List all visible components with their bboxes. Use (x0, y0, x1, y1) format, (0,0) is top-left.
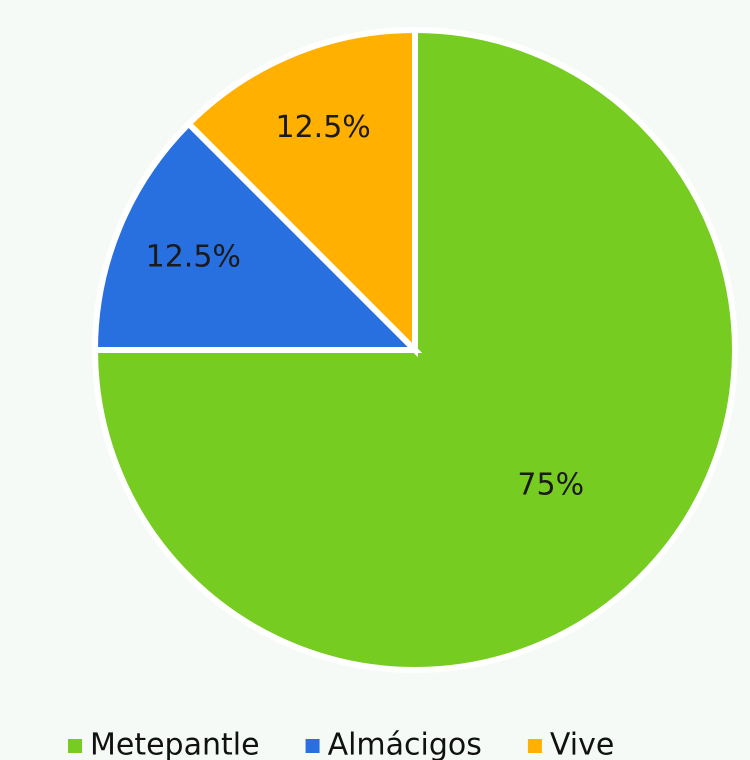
legend-marker (528, 739, 542, 753)
legend-marker (68, 739, 82, 753)
chart: 75% 12.5% 12.5% Metepantle Almácigos Vive (0, 0, 750, 760)
legend-label: Metepantle (90, 728, 260, 760)
data-label: 12.5% (146, 240, 241, 275)
data-label: 12.5% (275, 110, 370, 145)
data-label: 75% (517, 467, 584, 502)
legend-marker (306, 739, 320, 753)
legend-label: Almácigos (328, 728, 482, 760)
legend-label: Vive (550, 728, 614, 760)
page: {"chart_data": {"type": "pie", "categori… (0, 0, 750, 760)
